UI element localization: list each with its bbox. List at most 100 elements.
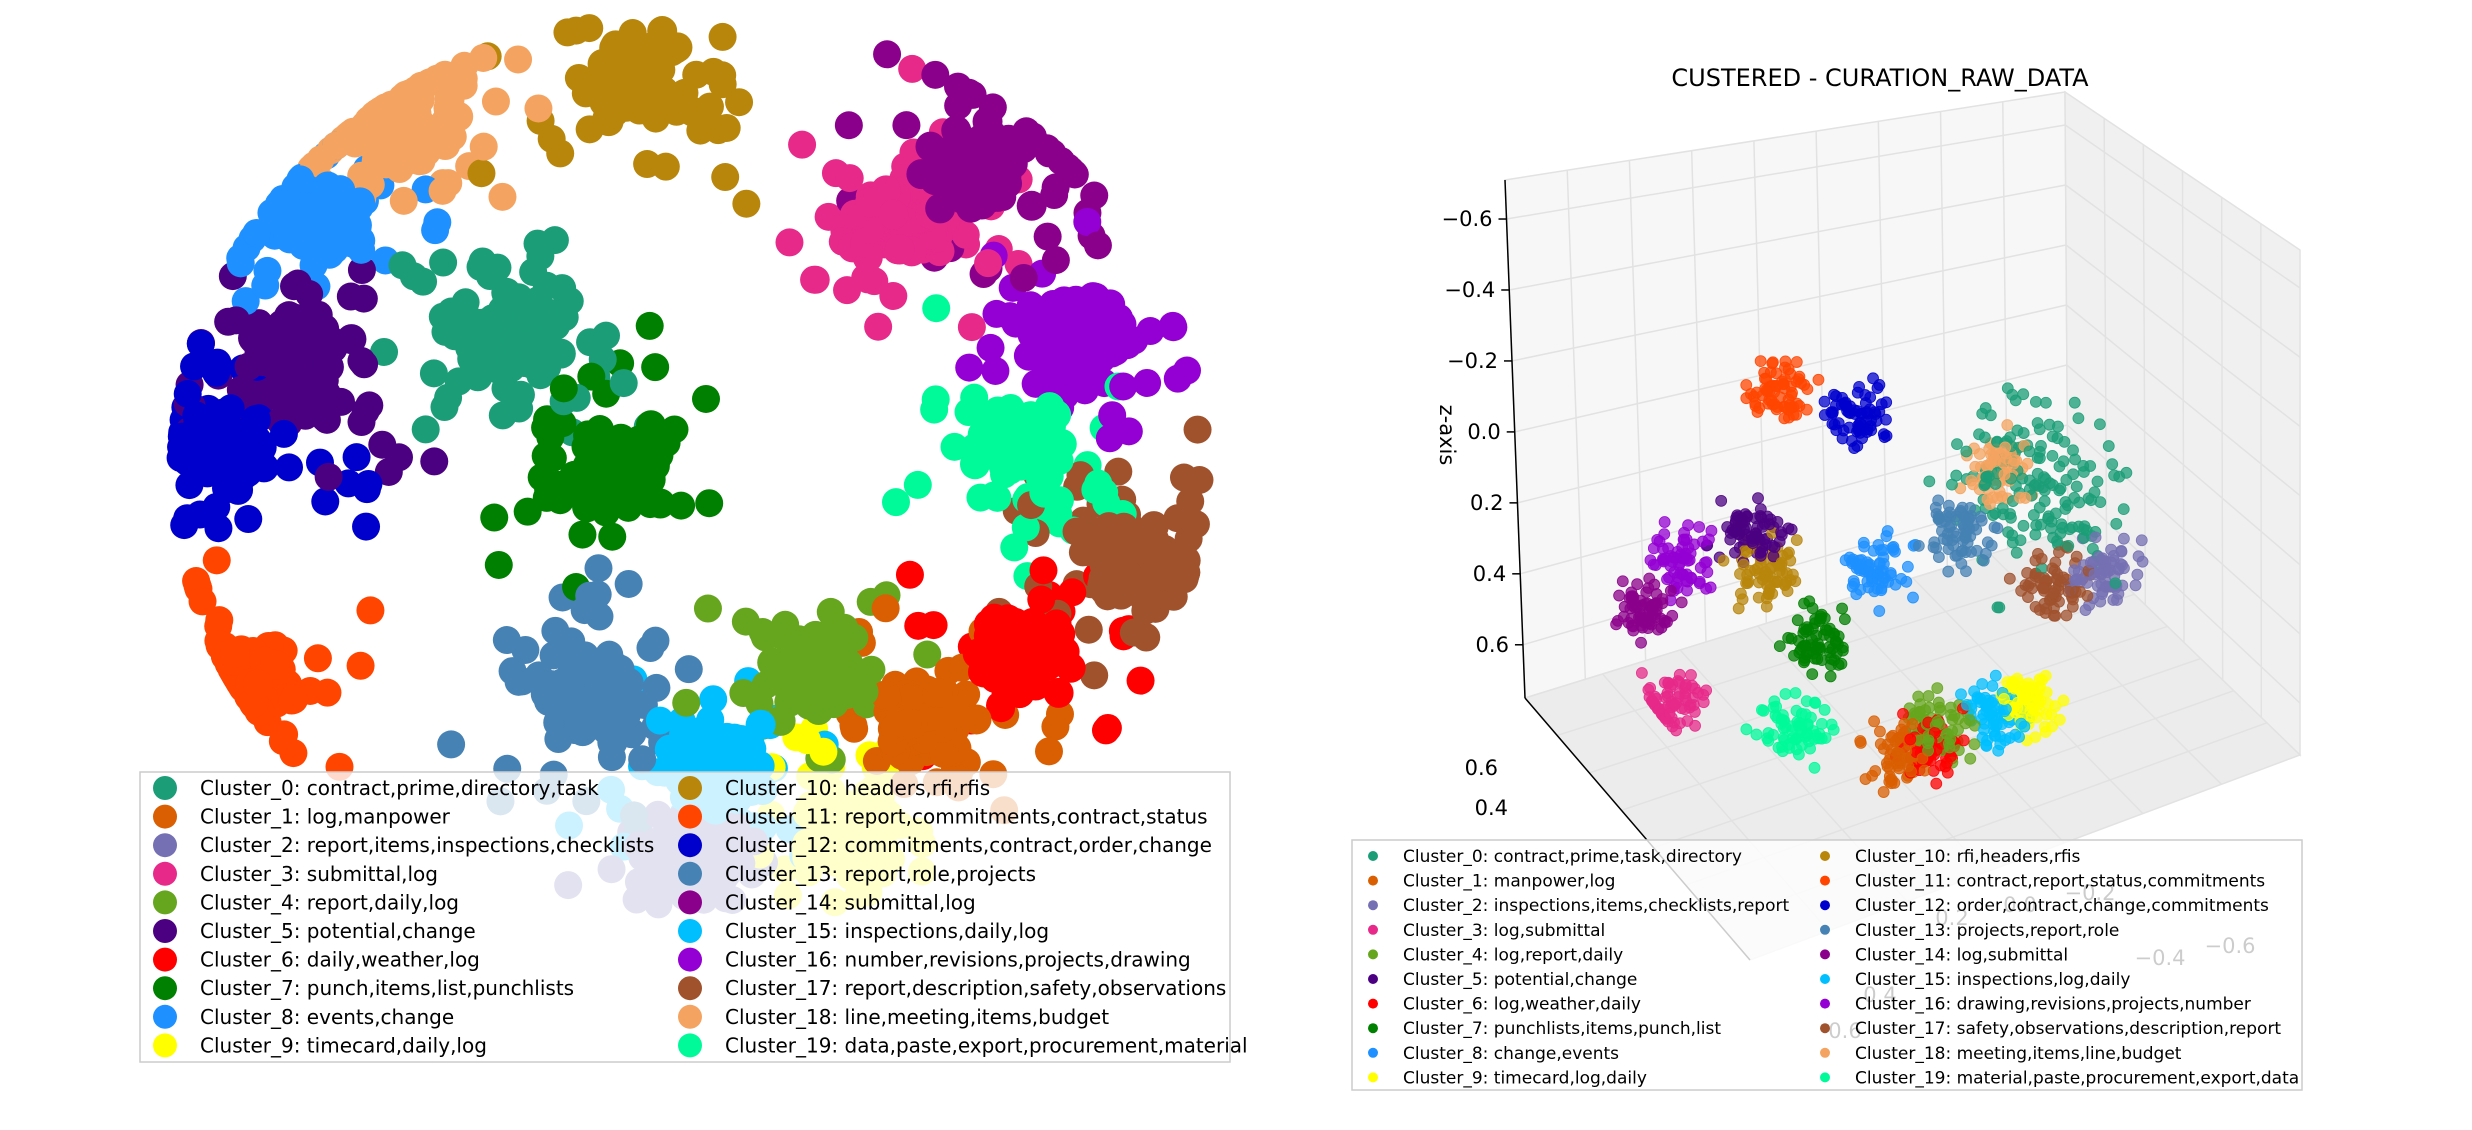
point-cluster_12 (223, 474, 254, 505)
point3d-cluster_9 (1998, 693, 2010, 705)
point-cluster_5 (384, 443, 413, 472)
point3d-cluster_16 (1666, 555, 1679, 568)
point3d-cluster_2 (2079, 604, 2092, 616)
point-cluster_0 (419, 359, 448, 388)
point3d-cluster_3 (1680, 678, 1692, 691)
legend-label-cluster_2: Cluster_2: report,items,inspections,chec… (200, 833, 654, 857)
point3d-cluster_13 (1954, 506, 1967, 519)
point-cluster_12 (342, 443, 371, 472)
point-cluster_0 (548, 274, 577, 303)
scatter-2d-legend: Cluster_0: contract,prime,directory,task… (139, 771, 1248, 1063)
point-cluster_6 (967, 657, 998, 688)
point3d-cluster_11 (1790, 356, 1803, 368)
point-cluster_6 (1029, 556, 1058, 585)
point3d-cluster_2 (2088, 568, 2101, 581)
point3d-cluster_14 (1641, 597, 1654, 610)
point3d-cluster_8 (1850, 562, 1863, 575)
y-tick-label: 0.4 (1475, 796, 1508, 820)
legend3d-marker-cluster_2 (1368, 900, 1378, 911)
point3d-cluster_12 (1867, 372, 1879, 385)
point-cluster_4 (794, 625, 825, 656)
point-cluster_7 (534, 474, 563, 503)
legend-label-cluster_1: Cluster_1: log,manpower (200, 805, 451, 829)
point3d-cluster_11 (1779, 355, 1792, 368)
point-cluster_17 (1090, 535, 1121, 566)
point-cluster_7 (598, 522, 627, 551)
point3d-cluster_0 (2023, 445, 2036, 458)
point3d-cluster_0 (2078, 520, 2091, 533)
point-cluster_6 (1043, 677, 1074, 708)
point-cluster_10 (634, 79, 665, 110)
point-cluster_13 (587, 665, 618, 696)
point-cluster_16 (1073, 207, 1102, 236)
point3d-cluster_3 (1700, 684, 1713, 697)
point3d-cluster_2 (2136, 555, 2149, 568)
point3d-cluster_9 (2046, 720, 2058, 733)
legend-label-cluster_15: Cluster_15: inspections,daily,log (725, 919, 1049, 943)
legend-marker-cluster_2 (153, 833, 177, 858)
point3d-cluster_13 (1981, 536, 1994, 549)
point3d-cluster_2 (2096, 588, 2108, 600)
point3d-cluster_17 (2022, 591, 2034, 603)
point-cluster_12 (184, 423, 215, 454)
point3d-cluster_9 (2057, 694, 2070, 707)
point-cluster_15 (645, 706, 674, 735)
point-cluster_12 (202, 358, 231, 387)
point3d-cluster_14 (1648, 578, 1661, 591)
point3d-cluster_15 (1968, 685, 1981, 698)
point-cluster_6 (1126, 666, 1155, 695)
point3d-cluster_0 (2070, 480, 2083, 493)
legend3d-label-cluster_8: Cluster_8: change,events (1403, 1044, 1619, 1064)
point3d-cluster_1 (1880, 757, 1893, 770)
point3d-cluster_12 (1865, 414, 1877, 427)
point3d-cluster_19 (1750, 728, 1763, 741)
point3d-cluster_13 (1975, 514, 1988, 527)
point-cluster_19 (1044, 500, 1073, 529)
point-cluster_14 (1083, 231, 1112, 260)
point-cluster_12 (269, 419, 298, 448)
legend3d-marker-cluster_10 (1820, 851, 1830, 861)
z-tick-label: 0.6 (1476, 633, 1509, 657)
point3d-cluster_0 (2043, 477, 2056, 490)
point-cluster_13 (437, 730, 466, 759)
point3d-cluster_19 (1799, 708, 1812, 721)
point-cluster_3 (800, 265, 829, 294)
point-cluster_14 (944, 91, 973, 120)
point3d-cluster_0 (2072, 412, 2085, 425)
point-cluster_4 (803, 695, 834, 726)
legend3d-label-cluster_9: Cluster_9: timecard,log,daily (1403, 1068, 1647, 1088)
legend3d-label-cluster_12: Cluster_12: order,contract,change,commit… (1855, 896, 2269, 916)
point3d-cluster_15 (1961, 698, 1973, 711)
point-cluster_11 (356, 596, 385, 625)
legend3d-label-cluster_13: Cluster_13: projects,report,role (1855, 921, 2119, 941)
point3d-cluster_15 (1976, 678, 1989, 690)
point3d-cluster_9 (2011, 702, 2024, 714)
point-cluster_16 (981, 356, 1010, 385)
point-cluster_18 (469, 43, 498, 72)
point-cluster_13 (642, 673, 671, 702)
point-cluster_18 (431, 106, 462, 137)
point3d-cluster_15 (1999, 703, 2012, 716)
point-cluster_5 (267, 309, 298, 340)
point3d-cluster_0 (2032, 480, 2045, 492)
point-cluster_19 (959, 449, 990, 480)
point-cluster_8 (345, 225, 376, 256)
legend3d-label-cluster_11: Cluster_11: contract,report,status,commi… (1855, 872, 2265, 892)
point3d-cluster_2 (2117, 532, 2130, 545)
point-cluster_16 (1109, 372, 1138, 401)
point-cluster_18 (397, 84, 428, 115)
point3d-cluster_0 (2017, 388, 2030, 401)
point-cluster_5 (420, 447, 449, 476)
point-cluster_8 (312, 171, 343, 202)
point-cluster_3 (878, 199, 909, 230)
point-cluster_4 (829, 665, 860, 696)
point3d-cluster_19 (1756, 704, 1768, 716)
point3d-cluster_1 (1868, 715, 1880, 728)
point3d-cluster_8 (1850, 588, 1863, 601)
point3d-cluster_13 (1947, 526, 1960, 539)
point-cluster_3 (974, 249, 1003, 278)
point3d-cluster_9 (2008, 682, 2021, 695)
point3d-cluster_8 (1887, 540, 1900, 553)
point-cluster_6 (1027, 585, 1056, 614)
scatter-3d-plot: CUSTERED - CURATION_RAW_DATA −0.6−0.4−0.… (1351, 64, 2303, 1091)
